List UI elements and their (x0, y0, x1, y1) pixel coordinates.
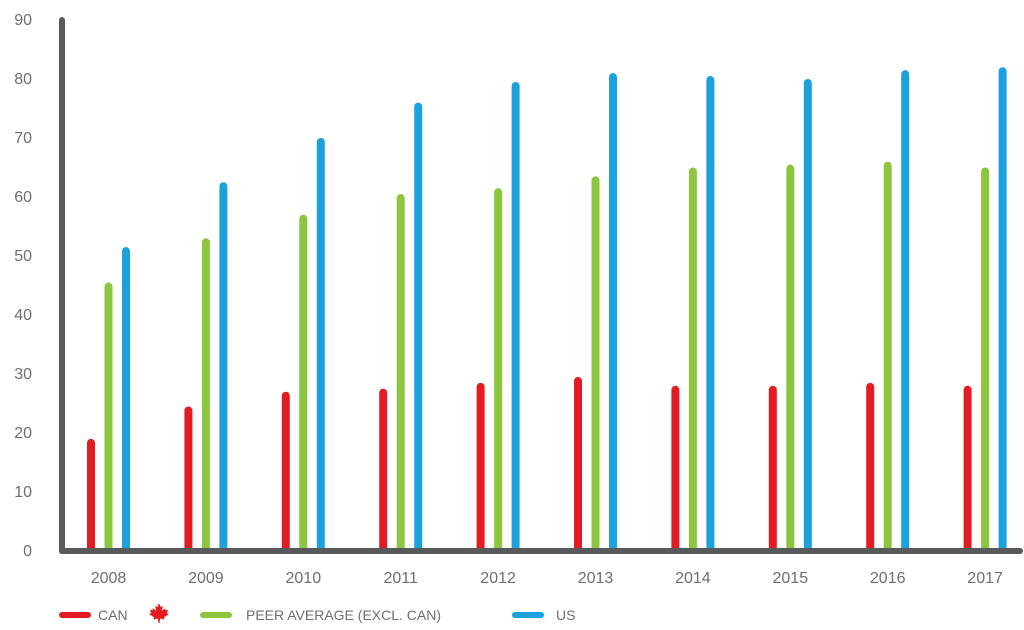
bar-can-2013 (574, 376, 582, 551)
bar-can-2009 (184, 406, 193, 551)
bar-peer-average-excl-can-2011 (396, 194, 405, 552)
legend-label-1: PEER AVERAGE (EXCL. CAN) (246, 607, 441, 623)
bar-peer-average-excl-can-2009 (201, 238, 210, 552)
x-tick-label: 2017 (967, 570, 1003, 587)
bar-peer-average-excl-can-2015 (786, 164, 795, 552)
maple-leaf-icon (149, 603, 169, 623)
bar-can-2011 (379, 388, 388, 551)
x-tick-label: 2016 (870, 570, 906, 587)
y-tick-label: 50 (14, 248, 32, 265)
bar-us-2011 (414, 102, 423, 551)
bar-peer-average-excl-can-2014 (688, 167, 697, 551)
legend-label-2: US (556, 607, 575, 623)
bar-peer-average-excl-can-2008 (104, 282, 113, 551)
bar-can-2015 (768, 385, 777, 551)
axes (59, 17, 1023, 554)
bar-us-2014 (706, 76, 715, 552)
y-axis-ticks: 0 10 20 30 40 50 60 70 80 90 (14, 12, 32, 560)
bar-us-2015 (803, 79, 812, 551)
bar-us-2012 (511, 81, 520, 551)
bar-us-2008 (122, 247, 130, 551)
y-tick-label: 90 (14, 12, 32, 29)
x-tick-label: 2012 (480, 570, 516, 587)
x-tick-label: 2008 (91, 570, 127, 587)
x-tick-label: 2013 (578, 570, 614, 587)
bars (87, 67, 1007, 552)
x-tick-label: 2015 (773, 570, 809, 587)
legend: CAN PEER AVERAGE (EXCL. CAN) US (59, 603, 575, 623)
x-tick-label: 2009 (188, 570, 224, 587)
bar-can-2010 (281, 391, 290, 551)
y-tick-label: 20 (14, 425, 32, 442)
y-tick-label: 80 (14, 71, 32, 88)
bar-us-2016 (901, 70, 910, 552)
x-tick-label: 2010 (286, 570, 322, 587)
bar-peer-average-excl-can-2012 (494, 188, 503, 551)
y-tick-label: 40 (14, 307, 32, 324)
bar-peer-average-excl-can-2013 (591, 176, 600, 551)
y-tick-label: 10 (14, 484, 32, 501)
y-tick-label: 30 (14, 366, 32, 383)
bar-can-2017 (963, 385, 972, 551)
bar-can-2008 (87, 438, 95, 551)
y-tick-label: 60 (14, 189, 32, 206)
legend-label-0: CAN (98, 607, 128, 623)
bar-peer-average-excl-can-2010 (299, 214, 308, 551)
x-tick-label: 2011 (383, 570, 418, 587)
bar-peer-average-excl-can-2016 (883, 161, 892, 551)
x-axis-ticks: 2008 2009 2010 2011 2012 2013 2014 2015 2016 2017 (91, 570, 1003, 587)
bar-can-2014 (671, 385, 680, 551)
bar-can-2012 (476, 382, 485, 551)
bar-us-2013 (609, 73, 617, 551)
y-tick-label: 70 (14, 130, 32, 147)
x-tick-label: 2014 (675, 570, 711, 587)
bar-us-2009 (219, 182, 228, 551)
bar-can-2016 (866, 382, 875, 551)
bar-us-2010 (316, 138, 325, 551)
bar-us-2017 (998, 67, 1007, 551)
y-tick-label: 0 (23, 543, 32, 560)
bar-peer-average-excl-can-2017 (981, 167, 990, 551)
